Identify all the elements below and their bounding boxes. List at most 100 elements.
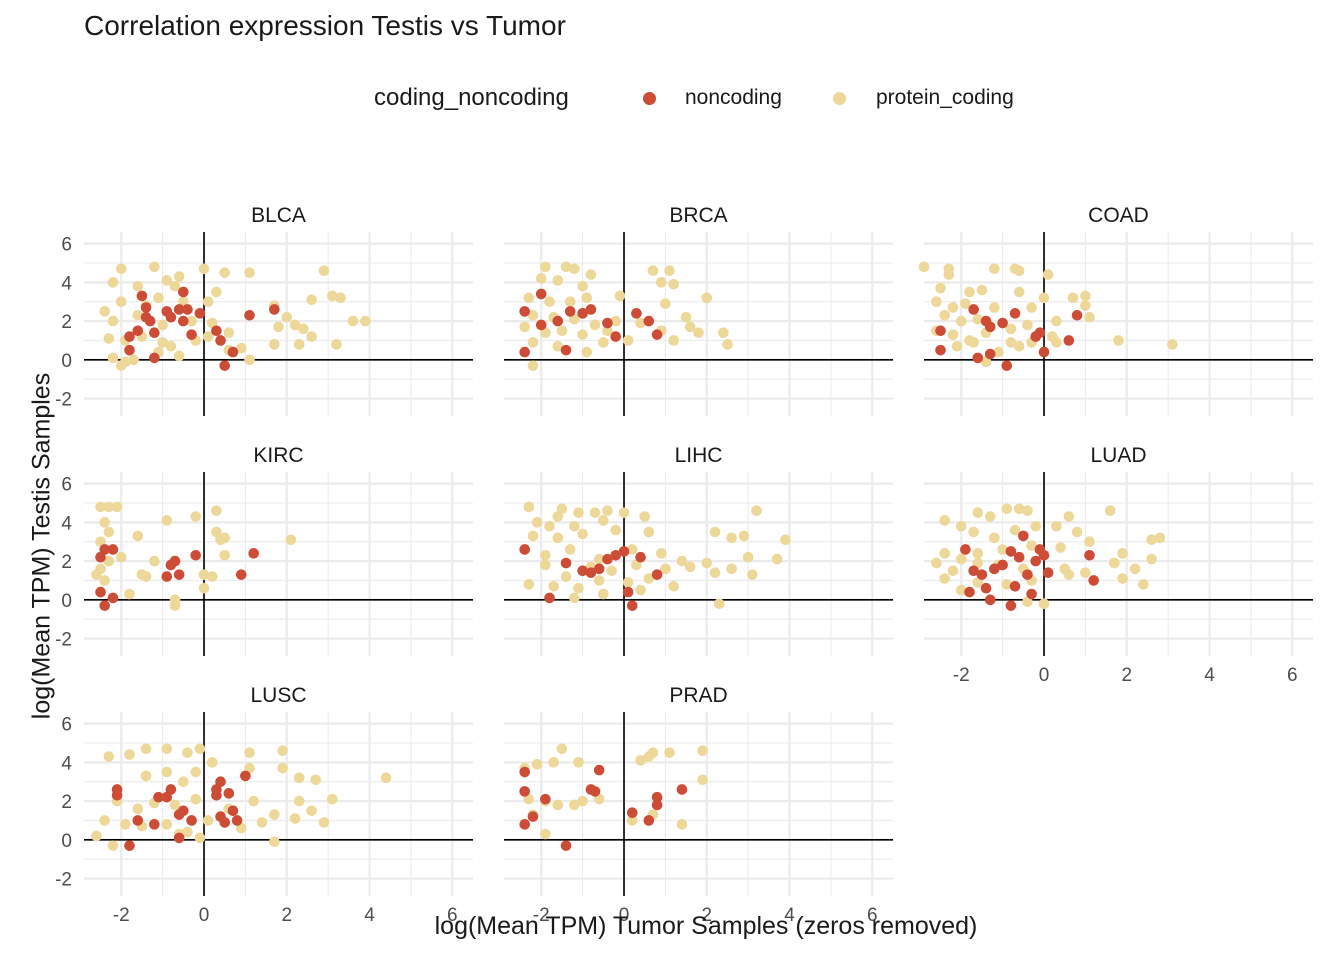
point-protein-coding xyxy=(182,747,193,758)
point-protein-coding xyxy=(598,337,609,348)
point-noncoding xyxy=(589,786,601,797)
point-protein-coding xyxy=(1080,290,1091,302)
point-protein-coding xyxy=(1026,540,1037,551)
point-noncoding xyxy=(997,559,1008,571)
point-protein-coding xyxy=(556,503,568,515)
point-noncoding xyxy=(1063,335,1075,346)
point-protein-coding xyxy=(626,815,638,826)
point-noncoding xyxy=(178,315,189,327)
point-protein-coding xyxy=(1030,520,1042,532)
point-protein-coding xyxy=(771,553,783,565)
point-noncoding xyxy=(519,766,530,778)
point-noncoding xyxy=(519,786,530,797)
point-protein-coding xyxy=(972,548,984,559)
point-protein-coding xyxy=(91,830,102,842)
point-protein-coding xyxy=(306,331,317,342)
point-protein-coding xyxy=(1113,335,1124,346)
point-noncoding xyxy=(1034,327,1046,339)
point-protein-coding xyxy=(115,551,127,563)
point-noncoding xyxy=(1009,580,1021,592)
point-protein-coding xyxy=(157,337,168,348)
point-protein-coding xyxy=(103,555,115,567)
point-protein-coding xyxy=(544,296,555,308)
point-protein-coding xyxy=(548,580,559,592)
point-noncoding xyxy=(560,840,572,851)
point-noncoding xyxy=(269,304,280,315)
point-protein-coding xyxy=(993,346,1004,358)
point-protein-coding xyxy=(161,766,173,778)
point-protein-coding xyxy=(676,555,688,567)
point-protein-coding xyxy=(614,290,626,302)
point-noncoding xyxy=(560,557,572,569)
point-protein-coding xyxy=(527,337,539,348)
point-protein-coding xyxy=(738,530,750,542)
point-protein-coding xyxy=(523,292,535,304)
point-noncoding xyxy=(676,784,688,795)
point-noncoding xyxy=(1026,588,1037,600)
point-protein-coding xyxy=(293,795,305,807)
point-protein-coding xyxy=(1109,557,1120,569)
point-protein-coding xyxy=(527,530,539,542)
point-protein-coding xyxy=(190,766,202,778)
point-protein-coding xyxy=(647,265,659,277)
point-protein-coding xyxy=(519,321,530,333)
point-noncoding xyxy=(976,569,988,580)
point-protein-coding xyxy=(1022,596,1033,608)
x-tick-label: 0 xyxy=(199,905,210,926)
point-protein-coding xyxy=(281,311,293,323)
point-protein-coding xyxy=(726,563,737,575)
point-protein-coding xyxy=(165,340,177,352)
point-protein-coding xyxy=(120,819,131,830)
point-noncoding xyxy=(1071,309,1083,321)
point-noncoding xyxy=(989,563,1000,575)
y-tick-label: 6 xyxy=(61,475,72,496)
panel-lihc: LIHC xyxy=(504,444,893,656)
point-protein-coding xyxy=(668,580,679,592)
point-protein-coding xyxy=(277,745,288,757)
point-protein-coding xyxy=(697,745,708,757)
point-protein-coding xyxy=(1146,534,1157,546)
point-protein-coding xyxy=(244,747,255,758)
point-protein-coding xyxy=(556,325,568,337)
point-protein-coding xyxy=(989,302,1000,313)
point-protein-coding xyxy=(206,571,218,582)
point-protein-coding xyxy=(111,501,123,513)
point-protein-coding xyxy=(1038,292,1050,304)
point-protein-coding xyxy=(540,559,551,571)
point-protein-coding xyxy=(635,584,646,596)
x-tick-label: -2 xyxy=(533,905,550,926)
point-protein-coding xyxy=(103,333,115,344)
point-protein-coding xyxy=(347,315,359,327)
y-tick-label: 6 xyxy=(61,715,72,736)
point-protein-coding xyxy=(684,561,696,573)
point-noncoding xyxy=(643,315,655,327)
point-noncoding xyxy=(132,815,144,826)
point-noncoding xyxy=(99,544,110,555)
point-noncoding xyxy=(136,290,148,302)
point-noncoding xyxy=(111,789,123,801)
point-protein-coding xyxy=(289,813,301,824)
point-protein-coding xyxy=(1080,300,1091,311)
legend-label-noncoding: noncoding xyxy=(685,86,782,109)
point-protein-coding xyxy=(660,298,671,309)
point-protein-coding xyxy=(527,309,539,321)
point-protein-coding xyxy=(552,340,564,352)
point-noncoding xyxy=(560,344,572,356)
point-protein-coding xyxy=(91,569,102,580)
point-noncoding xyxy=(240,770,251,782)
point-protein-coding xyxy=(693,327,704,339)
point-protein-coding xyxy=(540,828,551,840)
point-protein-coding xyxy=(540,261,551,273)
legend-key-noncoding xyxy=(643,92,656,105)
point-noncoding xyxy=(540,793,551,805)
point-protein-coding xyxy=(99,517,110,528)
point-noncoding xyxy=(248,548,259,559)
point-noncoding xyxy=(635,551,646,563)
point-protein-coding xyxy=(161,819,173,830)
point-noncoding xyxy=(231,815,243,826)
point-protein-coding xyxy=(655,277,667,288)
point-noncoding xyxy=(165,784,177,795)
x-tick-label: -2 xyxy=(113,905,130,926)
point-protein-coding xyxy=(120,356,131,368)
point-noncoding xyxy=(535,288,547,300)
